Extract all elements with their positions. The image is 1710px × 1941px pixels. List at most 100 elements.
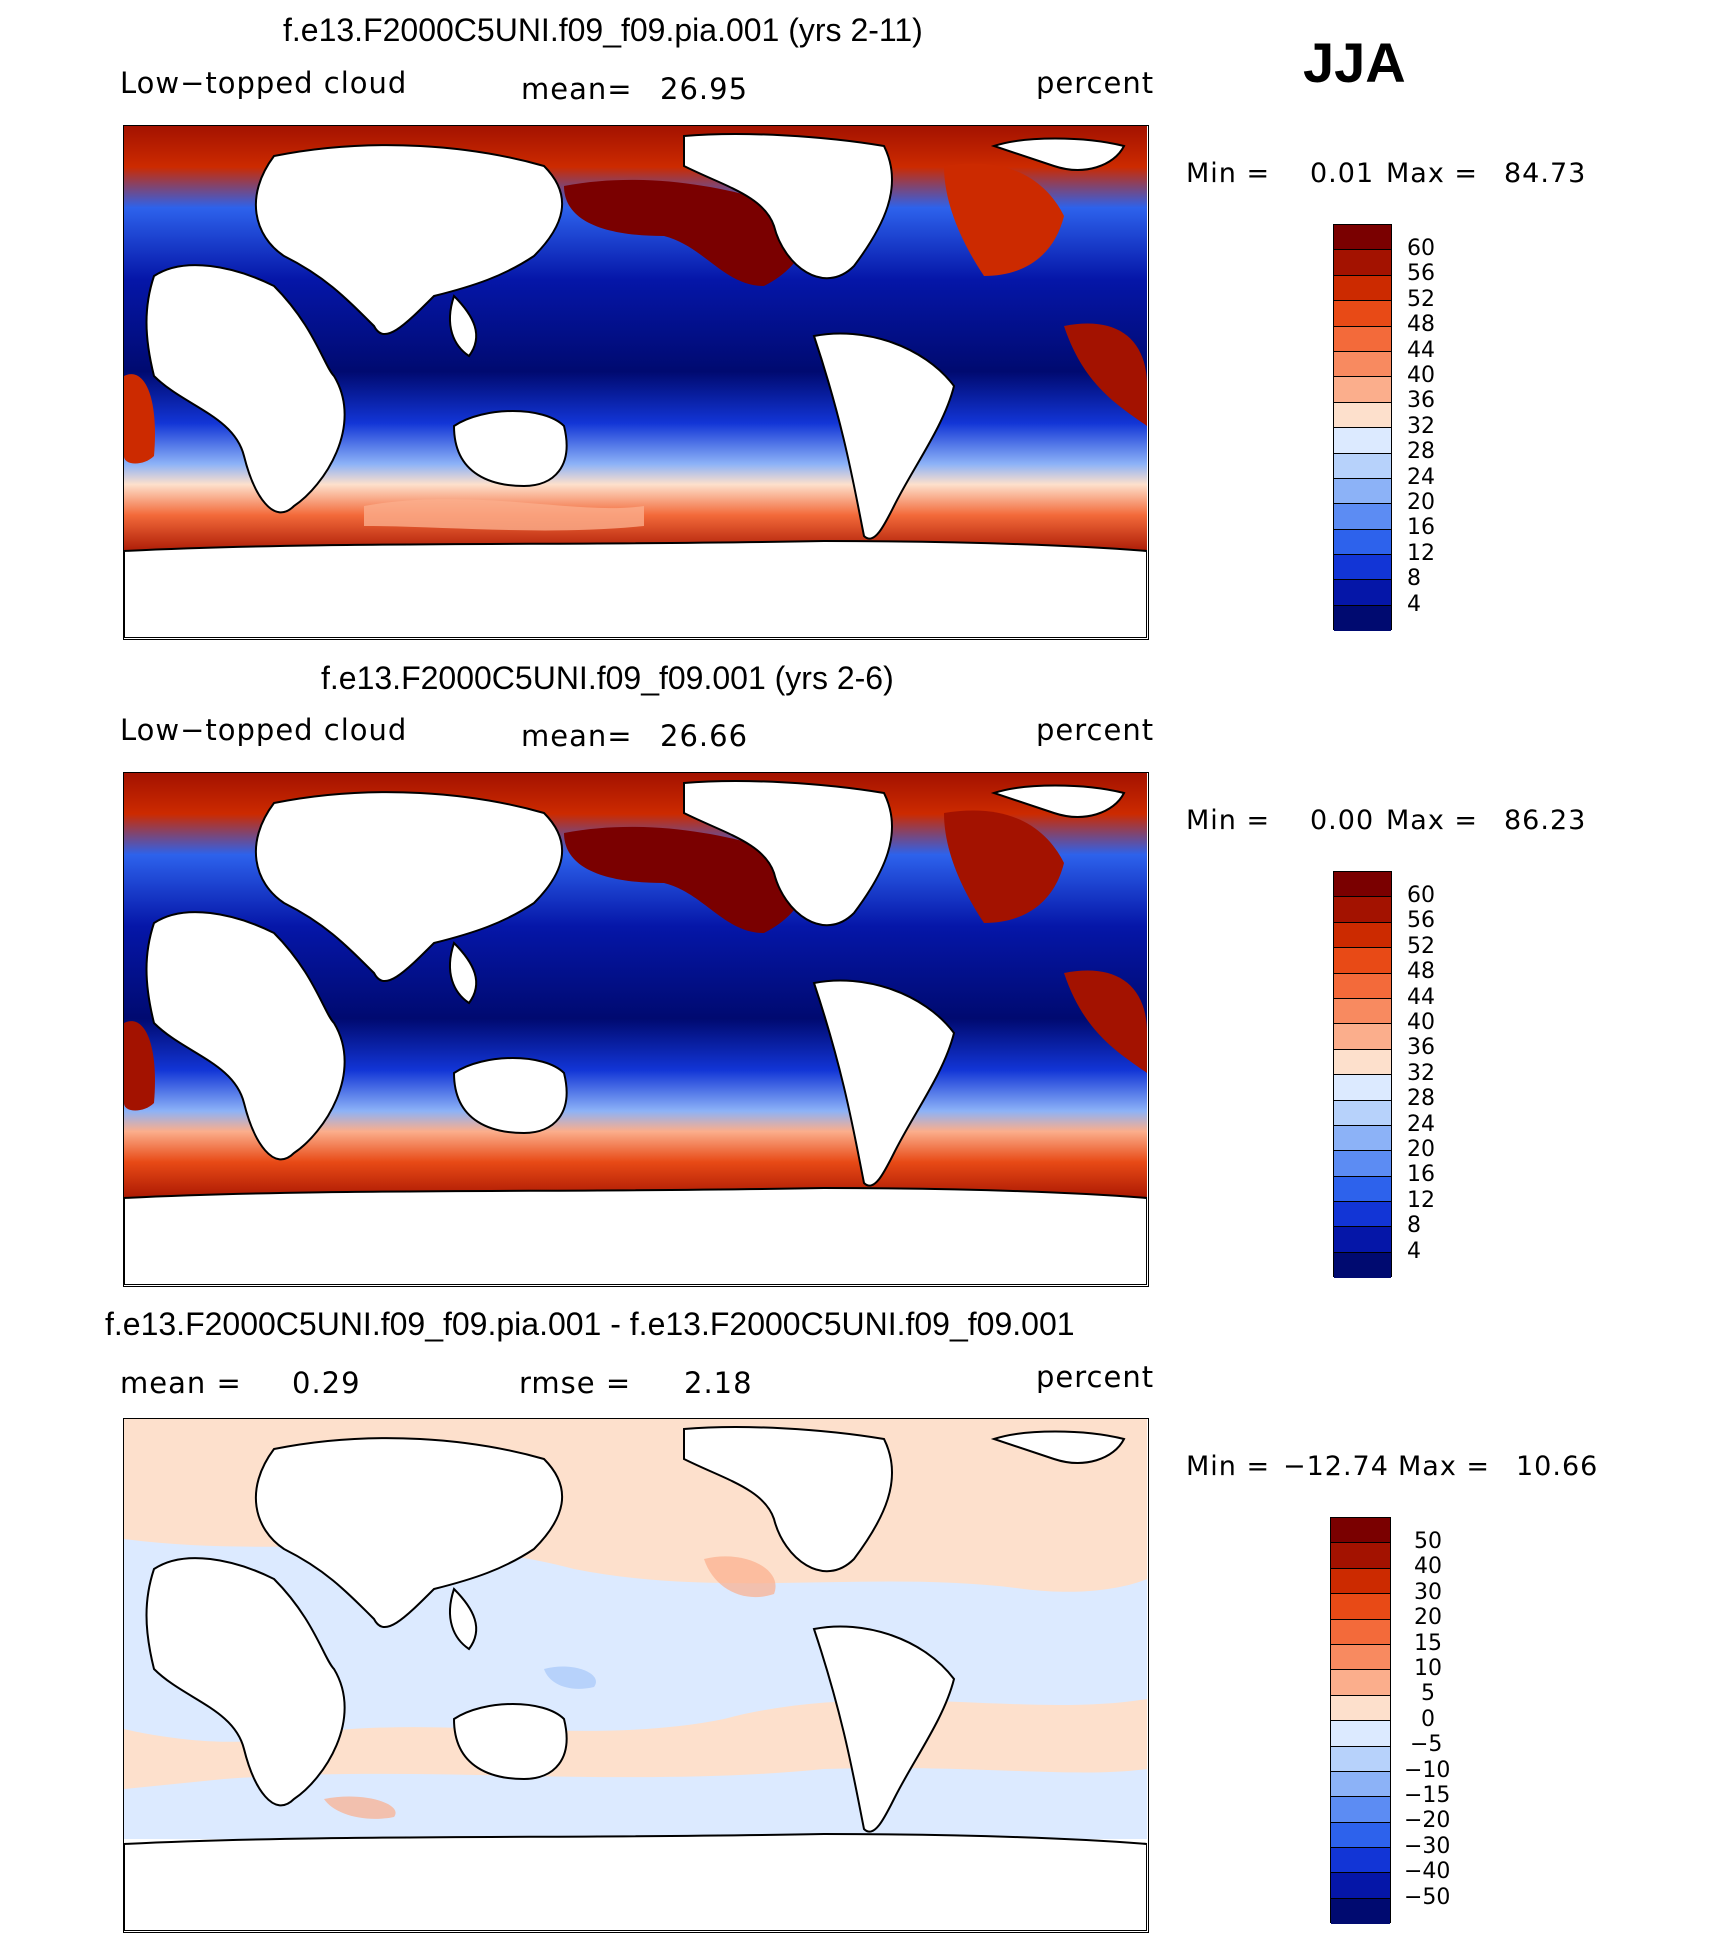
colorbar-tick: 16 [1407, 515, 1435, 540]
panel-1-colorbar-swatch [1334, 580, 1391, 606]
panel-2-max-value: 86.23 [1504, 805, 1587, 836]
colorbar-tick: 50 [1414, 1529, 1442, 1554]
panel-3-colorbar [1330, 1517, 1391, 1925]
panel-1-min-value: 0.01 [1310, 158, 1375, 189]
colorbar-tick: 28 [1407, 439, 1435, 464]
colorbar-tick: 4 [1407, 1239, 1421, 1264]
panel-3-min-label: Min = [1186, 1451, 1271, 1482]
panel-3-colorbar-swatch [1331, 1848, 1390, 1874]
colorbar-tick: −30 [1404, 1834, 1451, 1859]
panel-3-mean-value: 0.29 [292, 1366, 361, 1400]
season-label: JJA [1303, 31, 1406, 94]
colorbar-tick: −40 [1404, 1859, 1451, 1884]
panel-2-colorbar-swatch [1334, 1049, 1391, 1076]
panel-2-colorbar [1333, 871, 1392, 1279]
panel-3-colorbar-swatch [1331, 1518, 1390, 1544]
panel-3-colorbar-swatch [1331, 1543, 1390, 1569]
colorbar-tick: 48 [1407, 959, 1435, 984]
panel-1-colorbar-swatch [1334, 504, 1391, 530]
colorbar-tick: 40 [1407, 363, 1435, 388]
panel-1-colorbar-swatch [1334, 453, 1391, 479]
colorbar-tick: −5 [1410, 1732, 1443, 1757]
panel-3-mean-label: mean = [120, 1366, 242, 1400]
colorbar-tick: 44 [1407, 985, 1435, 1010]
panel-2-min-value: 0.00 [1310, 805, 1375, 836]
colorbar-tick: 32 [1407, 414, 1435, 439]
colorbar-tick: 52 [1407, 287, 1435, 312]
panel-1-colorbar-swatch [1334, 402, 1391, 429]
panel-2-units: percent [1036, 713, 1155, 747]
panel-1-mean-value: 26.95 [660, 72, 749, 106]
panel-2-min-label: Min = [1186, 805, 1271, 836]
panel-1-title: f.e13.F2000C5UNI.f09_f09.pia.001 (yrs 2-… [283, 12, 923, 48]
panel-1-mean-label: mean= [521, 72, 633, 106]
panel-3-colorbar-swatch [1331, 1670, 1390, 1696]
panel-3-colorbar-swatch [1331, 1594, 1390, 1620]
colorbar-tick: 16 [1407, 1162, 1435, 1187]
panel-3-colorbar-swatch [1331, 1873, 1390, 1899]
panel-1-max-value: 84.73 [1504, 158, 1587, 189]
panel-2-colorbar-swatch [1334, 1075, 1391, 1101]
panel-3-colorbar-swatch [1331, 1771, 1390, 1798]
colorbar-tick: 44 [1407, 338, 1435, 363]
panel-1-colorbar-swatch [1334, 478, 1391, 505]
panel-3-rmse-label: rmse = [519, 1366, 632, 1400]
colorbar-tick: 20 [1414, 1605, 1442, 1630]
panel-2-colorbar-swatch [1334, 1151, 1391, 1177]
panel-1-colorbar-swatch [1334, 275, 1391, 302]
panel-1-colorbar-swatch [1334, 225, 1391, 251]
colorbar-tick: 56 [1407, 261, 1435, 286]
panel-2-colorbar-swatch [1334, 948, 1391, 974]
panel-2-colorbar-swatch [1334, 1252, 1391, 1279]
colorbar-tick: −15 [1404, 1783, 1451, 1808]
panel-3-max-label: Max = [1398, 1451, 1491, 1482]
panel-3-map [123, 1418, 1149, 1933]
panel-2-colorbar-swatch [1334, 897, 1391, 923]
panel-3-max-value: 10.66 [1516, 1451, 1599, 1482]
colorbar-tick: 12 [1407, 1188, 1435, 1213]
colorbar-tick: 4 [1407, 592, 1421, 617]
panel-1-colorbar-swatch [1334, 555, 1391, 581]
panel-3-colorbar-swatch [1331, 1619, 1390, 1645]
panel-2-colorbar-swatch [1334, 1227, 1391, 1253]
colorbar-tick: 5 [1421, 1681, 1435, 1706]
colorbar-tick: 36 [1407, 1035, 1435, 1060]
colorbar-tick: 12 [1407, 541, 1435, 566]
panel-1-colorbar-swatch [1334, 301, 1391, 327]
panel-2-title: f.e13.F2000C5UNI.f09_f09.001 (yrs 2-6) [321, 660, 894, 696]
colorbar-tick: 40 [1414, 1554, 1442, 1579]
panel-2-colorbar-swatch [1334, 1176, 1391, 1203]
colorbar-tick: 60 [1407, 883, 1435, 908]
colorbar-tick: 24 [1407, 465, 1435, 490]
colorbar-tick: 24 [1407, 1112, 1435, 1137]
colorbar-tick: −20 [1404, 1808, 1451, 1833]
colorbar-tick: 20 [1407, 1137, 1435, 1162]
colorbar-tick: 20 [1407, 490, 1435, 515]
panel-2-colorbar-swatch [1334, 998, 1391, 1025]
colorbar-tick: 40 [1407, 1010, 1435, 1035]
panel-1-colorbar-swatch [1334, 351, 1391, 378]
colorbar-tick: 10 [1414, 1656, 1442, 1681]
panel-1-colorbar [1333, 224, 1392, 632]
panel-3-title: f.e13.F2000C5UNI.f09_f09.pia.001 - f.e13… [105, 1306, 1075, 1342]
panel-2-mean-label: mean= [521, 719, 633, 753]
colorbar-tick: −50 [1404, 1885, 1451, 1910]
panel-1-colorbar-swatch [1334, 529, 1391, 556]
panel-3-colorbar-swatch [1331, 1898, 1390, 1925]
panel-2-colorbar-swatch [1334, 1125, 1391, 1152]
panel-2-colorbar-swatch [1334, 922, 1391, 949]
panel-1-variable-label: Low−topped cloud [120, 66, 408, 100]
colorbar-tick: 48 [1407, 312, 1435, 337]
colorbar-tick: −10 [1404, 1758, 1451, 1783]
panel-1-units: percent [1036, 66, 1155, 100]
colorbar-tick: 0 [1421, 1707, 1435, 1732]
panel-3-rmse-value: 2.18 [684, 1366, 753, 1400]
panel-3-units: percent [1036, 1360, 1155, 1394]
panel-2-colorbar-swatch [1334, 872, 1391, 898]
panel-3-colorbar-swatch [1331, 1822, 1390, 1849]
panel-2-colorbar-swatch [1334, 1024, 1391, 1050]
panel-1-map [123, 125, 1149, 640]
panel-1-colorbar-swatch [1334, 250, 1391, 276]
panel-1-colorbar-swatch [1334, 326, 1391, 352]
panel-3-colorbar-swatch [1331, 1568, 1390, 1595]
